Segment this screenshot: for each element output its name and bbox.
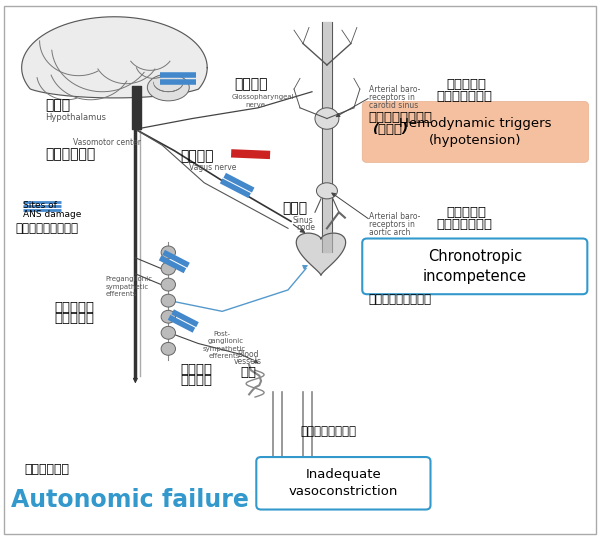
Text: 动脉压力感受器: 动脉压力感受器	[436, 218, 493, 231]
Text: vessels: vessels	[234, 357, 262, 366]
Text: Arterial baro-: Arterial baro-	[369, 84, 420, 93]
Text: 自主神经损坏的位点: 自主神经损坏的位点	[16, 222, 79, 235]
Text: aortic arch: aortic arch	[369, 228, 410, 237]
Text: nerve: nerve	[245, 101, 265, 107]
Text: 主动脉弓的: 主动脉弓的	[446, 206, 487, 219]
Text: Hemodynamic triggers
(hypotension): Hemodynamic triggers (hypotension)	[399, 117, 551, 147]
Text: 舌咽神经: 舌咽神经	[234, 77, 268, 91]
Polygon shape	[296, 233, 346, 275]
Text: 感神经传出: 感神经传出	[55, 313, 95, 325]
Text: 交感传出: 交感传出	[180, 374, 212, 388]
Text: node: node	[296, 223, 315, 233]
Text: ANS damage: ANS damage	[23, 211, 82, 220]
Text: 血流动力学触发器: 血流动力学触发器	[369, 111, 433, 124]
Text: 神经节前交: 神经节前交	[55, 301, 95, 314]
Circle shape	[161, 278, 175, 291]
Text: Arterial baro-: Arterial baro-	[369, 212, 420, 221]
Text: Post-: Post-	[213, 331, 230, 337]
Text: 自主神经衰竭: 自主神经衰竭	[25, 463, 70, 476]
Circle shape	[161, 326, 175, 339]
Circle shape	[161, 246, 175, 259]
Text: Preganglionic: Preganglionic	[106, 276, 152, 282]
Text: Vagus nerve: Vagus nerve	[189, 163, 236, 172]
Ellipse shape	[315, 108, 339, 129]
Text: Glossopharyngeal: Glossopharyngeal	[231, 94, 294, 100]
Circle shape	[161, 262, 175, 275]
Text: Blood: Blood	[237, 350, 259, 359]
Circle shape	[161, 294, 175, 307]
Text: 动脉压力感受器: 动脉压力感受器	[436, 90, 493, 103]
Text: efferents: efferents	[209, 353, 241, 359]
Text: Sinus: Sinus	[293, 216, 314, 225]
Text: Autonomic failure: Autonomic failure	[11, 488, 250, 512]
Ellipse shape	[148, 74, 189, 101]
Ellipse shape	[316, 183, 337, 199]
Text: ganglionic: ganglionic	[207, 338, 244, 344]
FancyBboxPatch shape	[362, 238, 587, 294]
Circle shape	[161, 310, 175, 323]
Text: receptors in: receptors in	[369, 92, 415, 101]
Text: 血管: 血管	[240, 366, 256, 380]
Text: Inadequate
vasoconstriction: Inadequate vasoconstriction	[289, 468, 398, 498]
Text: 窦房结: 窦房结	[282, 201, 307, 215]
Text: 下丘脑: 下丘脑	[46, 98, 71, 112]
Text: Chronotropic
incompetence: Chronotropic incompetence	[423, 249, 527, 284]
Circle shape	[161, 343, 175, 355]
FancyBboxPatch shape	[362, 101, 589, 163]
Text: Sites of: Sites of	[23, 201, 58, 211]
Polygon shape	[22, 17, 207, 98]
Text: 神经节后: 神经节后	[180, 362, 212, 376]
Text: sympathetic: sympathetic	[106, 284, 149, 289]
Text: receptors in: receptors in	[369, 220, 415, 229]
Text: efferents: efferents	[106, 291, 137, 297]
Text: 不适当的血管收缩: 不适当的血管收缩	[300, 425, 356, 438]
Text: 血管舒缩中枢: 血管舒缩中枢	[46, 147, 96, 161]
Text: sympathetic: sympathetic	[203, 346, 246, 352]
FancyBboxPatch shape	[256, 457, 430, 510]
Text: (低血压): (低血压)	[373, 123, 409, 136]
Text: 迷走神经: 迷走神经	[180, 149, 214, 163]
Text: 心脏变时性功能不全: 心脏变时性功能不全	[369, 293, 432, 306]
Text: 颈动脉窦的: 颈动脉窦的	[446, 78, 487, 91]
Text: Vasomotor center: Vasomotor center	[73, 138, 140, 147]
Text: carotid sinus: carotid sinus	[369, 100, 418, 110]
Text: Hypothalamus: Hypothalamus	[46, 113, 107, 122]
